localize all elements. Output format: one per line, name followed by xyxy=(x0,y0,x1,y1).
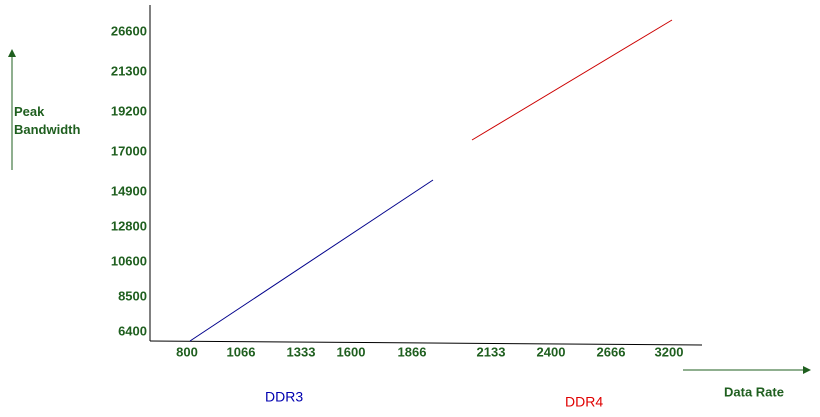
y-label: 6400 xyxy=(118,323,147,338)
x-label: 1333 xyxy=(287,344,316,359)
y-label: 8500 xyxy=(118,288,147,303)
ddr3-label: DDR3 xyxy=(265,389,303,405)
x-axis xyxy=(149,340,703,346)
x-label: 3200 xyxy=(655,344,684,359)
ddr4-label: DDR4 xyxy=(565,394,603,410)
x-label: 2400 xyxy=(537,344,566,359)
ddr3-line xyxy=(189,179,434,342)
x-label: 800 xyxy=(176,344,198,359)
y-label: 14900 xyxy=(111,183,147,198)
x-label: 1066 xyxy=(227,344,256,359)
y-title: Peak Bandwidth xyxy=(14,104,80,137)
x-label: 2133 xyxy=(477,344,506,359)
x-title: Data Rate xyxy=(724,384,784,399)
x-label: 2666 xyxy=(597,344,626,359)
x-label: 1600 xyxy=(337,344,366,359)
y-label: 26600 xyxy=(111,23,147,38)
y-label: 10600 xyxy=(111,253,147,268)
x-label: 1866 xyxy=(398,344,427,359)
ddr4-line xyxy=(471,19,673,141)
y-label: 12800 xyxy=(111,218,147,233)
y-label: 21300 xyxy=(111,63,147,78)
y-label: 17000 xyxy=(111,143,147,158)
y-label: 19200 xyxy=(111,103,147,118)
